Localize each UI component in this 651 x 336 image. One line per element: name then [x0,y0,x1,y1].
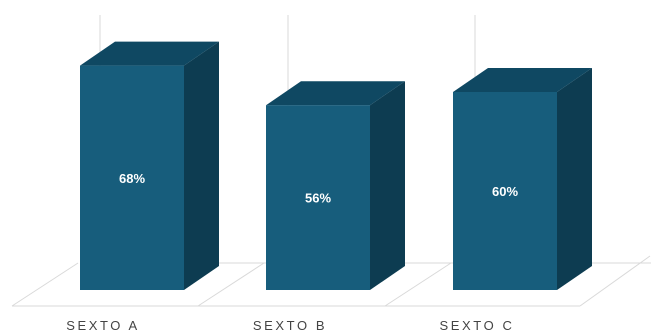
bar-side-face [370,81,405,290]
bar-2 [266,81,405,290]
bar-front-face [80,65,184,290]
floor-separator [579,255,651,307]
bar-top-face [266,81,405,106]
bar-top-face [453,68,592,92]
bar-side-face [557,68,592,290]
floor-separator [197,262,265,307]
bar-top-face [80,41,219,66]
category-label: SEXTO C [439,318,514,333]
bar-1 [80,41,219,290]
chart-labels: 68% SEXTO A 56% SEXTO B 60% SEXTO C [66,171,518,333]
floor-separator [11,262,79,307]
bar-3 [453,68,592,290]
data-label: 56% [305,191,331,206]
floor-separator [384,262,452,307]
bar-front-face [266,105,370,290]
bar-front-face [453,92,557,290]
chart-bars [80,41,592,290]
bar-side-face [184,41,219,290]
category-label: SEXTO B [253,318,327,333]
category-label: SEXTO A [66,318,140,333]
data-label: 60% [492,184,518,199]
data-label: 68% [119,171,145,186]
